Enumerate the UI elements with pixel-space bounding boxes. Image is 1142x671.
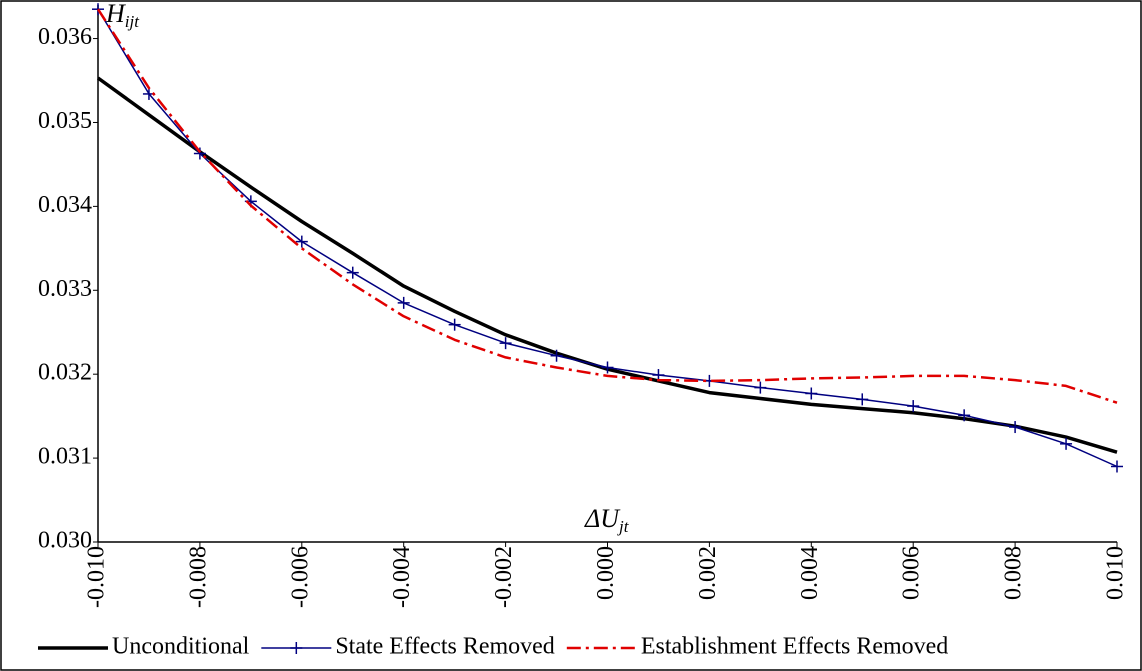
marker [290, 642, 303, 654]
x-tick-label: 0.002 [695, 546, 721, 600]
marker [499, 337, 512, 350]
y-tick-label: 0.031 [38, 444, 92, 470]
marker [907, 400, 920, 413]
y-axis-title: Hijt [105, 0, 140, 31]
y-axis-title-sub: ijt [125, 12, 140, 31]
marker [92, 3, 104, 16]
x-tick-label: 0.006 [899, 546, 925, 600]
series-line [96, 8, 1118, 404]
y-tick-label: 0.036 [38, 24, 92, 50]
series-line [97, 8, 1118, 468]
marker [1111, 460, 1123, 473]
x-tick-label: 0.010 [1103, 546, 1129, 600]
legend-label: Establishment Effects Removed [641, 634, 949, 660]
marker [1009, 421, 1022, 434]
x-axis-title-sub: jt [617, 517, 630, 536]
x-axis-title: ΔUjt [584, 504, 630, 536]
x-tick-label: 0.004 [797, 546, 823, 600]
y-tick-label: 0.035 [38, 108, 92, 134]
marker [295, 235, 308, 248]
marker [856, 393, 869, 406]
series-line [96, 76, 1118, 454]
marker [958, 409, 971, 422]
marker [397, 296, 410, 309]
marker [193, 147, 206, 160]
legend-label: Unconditional [112, 634, 250, 660]
marker [550, 349, 563, 362]
marker [346, 266, 359, 279]
x-tick-label: 0.000 [593, 546, 619, 600]
marker [1060, 437, 1073, 450]
marker [448, 318, 461, 331]
y-axis-title-main: H [105, 0, 126, 28]
x-tick-label: 0.008 [1001, 546, 1027, 600]
x-axis-title-main: ΔU [584, 504, 621, 533]
x-tick-label: -0.008 [185, 546, 211, 608]
x-tick-label: -0.010 [84, 546, 110, 608]
legend-label: State Effects Removed [335, 634, 555, 660]
x-tick-label: -0.006 [287, 546, 313, 608]
marker [601, 361, 614, 374]
marker [754, 381, 767, 394]
x-tick-label: -0.004 [389, 546, 415, 608]
y-tick-label: 0.030 [38, 528, 92, 554]
marker [805, 387, 818, 400]
y-tick-label: 0.032 [38, 360, 92, 386]
y-tick-label: 0.033 [38, 276, 92, 302]
x-tick-label: -0.002 [491, 546, 517, 608]
y-tick-label: 0.034 [38, 192, 92, 218]
